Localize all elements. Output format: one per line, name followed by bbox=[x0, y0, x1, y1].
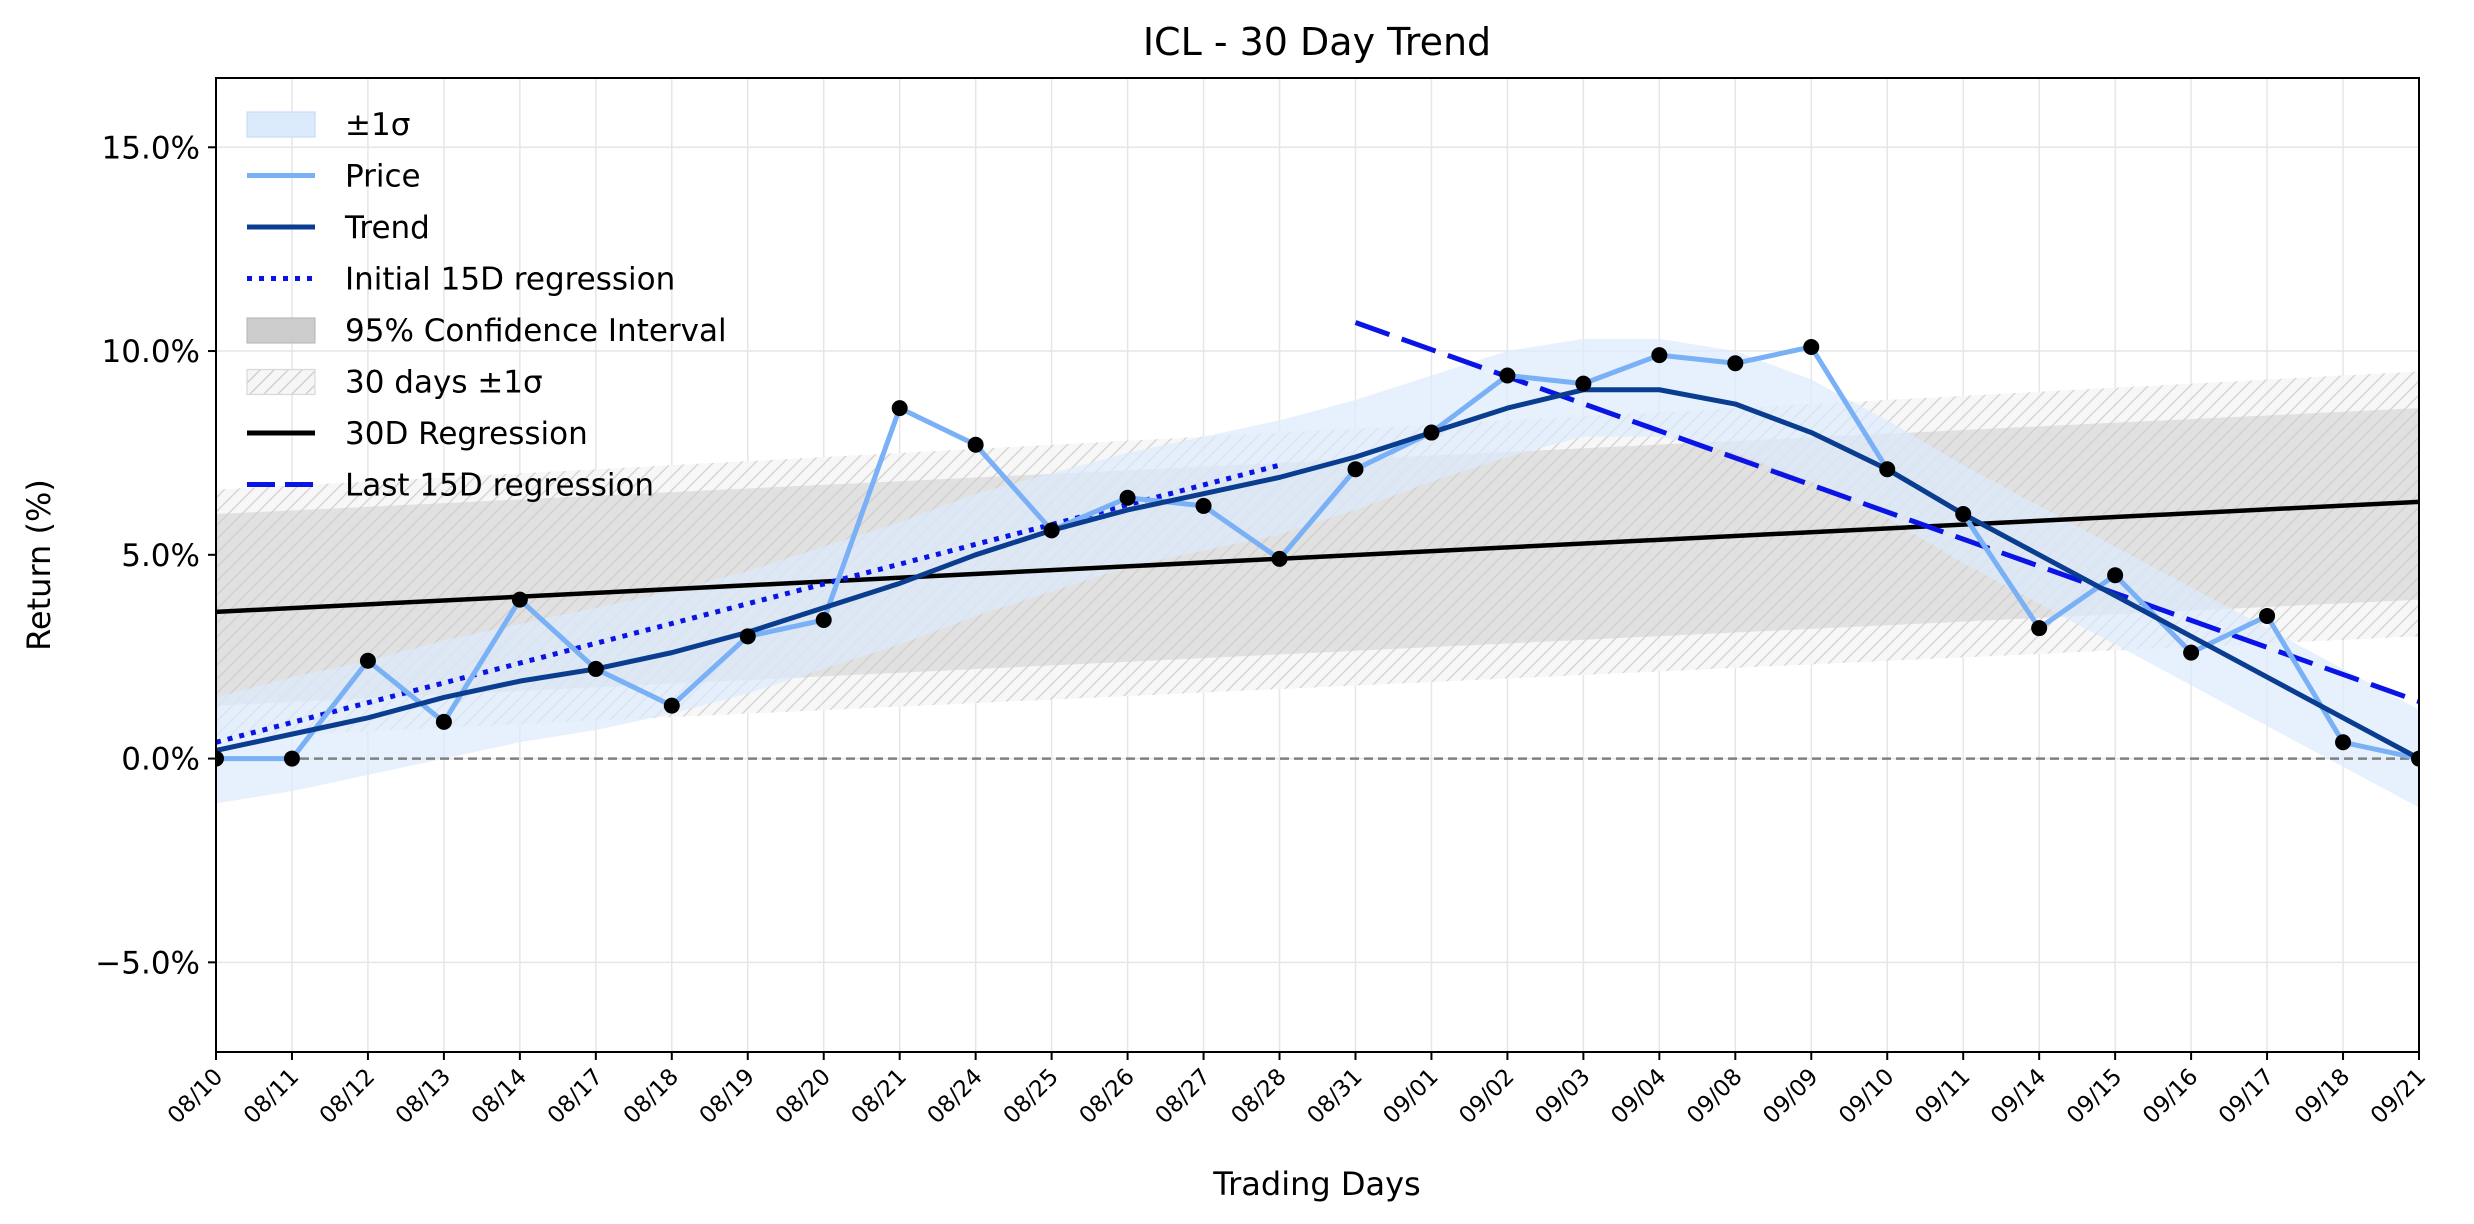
x-tick-label: 08/12 bbox=[315, 1064, 380, 1129]
price-point bbox=[1347, 461, 1364, 478]
x-tick-label: 08/31 bbox=[1302, 1064, 1367, 1129]
legend-sigma-band-swatch bbox=[246, 111, 316, 138]
price-point bbox=[587, 660, 604, 677]
regression-30d-line bbox=[216, 499, 2419, 615]
price-point bbox=[1803, 338, 1820, 355]
price-point bbox=[1879, 461, 1896, 478]
price-point bbox=[1727, 355, 1744, 372]
price-point bbox=[663, 697, 680, 714]
legend-last-15d-label: Last 15D regression bbox=[345, 468, 654, 504]
y-tick-label: 10.0% bbox=[102, 334, 200, 370]
price-point bbox=[1423, 424, 1440, 441]
price-point bbox=[815, 612, 832, 629]
price-point bbox=[1195, 497, 1212, 514]
price-point bbox=[1575, 375, 1592, 392]
price-point bbox=[511, 591, 528, 608]
x-tick-label: 09/10 bbox=[1834, 1064, 1899, 1129]
legend: ±1σ Price Trend Initial 15D regression 95% C… bbox=[246, 107, 727, 504]
trend-line bbox=[216, 387, 2419, 761]
price-point bbox=[2183, 644, 2200, 661]
legend-ci95-label: 95% Confidence Interval bbox=[345, 313, 727, 349]
x-tick-label: 09/01 bbox=[1378, 1064, 1443, 1129]
price-point bbox=[359, 652, 376, 669]
price-line bbox=[216, 344, 2419, 762]
price-point bbox=[1043, 522, 1060, 539]
legend-ci95-swatch bbox=[246, 317, 316, 344]
chart-title: ICL - 30 Day Trend bbox=[1143, 20, 1491, 64]
x-tick-label: 08/19 bbox=[695, 1064, 760, 1129]
price-point bbox=[1955, 506, 1972, 523]
x-tick-label: 08/28 bbox=[1226, 1064, 1291, 1129]
x-axis-label: Trading Days bbox=[1212, 1165, 1420, 1203]
x-tick-label: 08/17 bbox=[543, 1064, 608, 1129]
y-tick-label: 15.0% bbox=[102, 130, 200, 166]
price-point bbox=[739, 628, 756, 645]
price-point bbox=[1651, 347, 1668, 364]
price-point bbox=[435, 713, 452, 730]
x-tick-label: 09/18 bbox=[2290, 1064, 2355, 1129]
x-tick-label: 08/20 bbox=[771, 1064, 836, 1129]
x-tick-label: 09/08 bbox=[1682, 1064, 1747, 1129]
x-tick-label: 08/26 bbox=[1075, 1064, 1140, 1129]
legend-sigma-30d-label: 30 days ±1σ bbox=[345, 365, 543, 401]
price-point bbox=[2335, 734, 2352, 751]
price-point bbox=[2031, 620, 2048, 637]
x-tick-label: 09/21 bbox=[2366, 1064, 2431, 1129]
price-point bbox=[967, 436, 984, 453]
x-tick-label: 09/02 bbox=[1454, 1064, 1519, 1129]
x-tick-label: 08/24 bbox=[923, 1064, 988, 1129]
last-15d-regression-line bbox=[1354, 320, 2419, 704]
y-axis-label: Return (%) bbox=[20, 479, 58, 651]
legend-initial-15d-label: Initial 15D regression bbox=[345, 262, 675, 298]
price-point bbox=[1119, 489, 1136, 506]
x-tick-label: 09/16 bbox=[2138, 1064, 2203, 1129]
x-tick-label: 08/10 bbox=[163, 1064, 228, 1129]
x-tick-label: 08/18 bbox=[619, 1064, 684, 1129]
legend-price-label: Price bbox=[345, 159, 421, 195]
legend-sigma-band-label: ±1σ bbox=[345, 107, 410, 143]
x-tick-label: 09/03 bbox=[1530, 1064, 1595, 1129]
sigma-band bbox=[216, 338, 2419, 808]
x-tick-label: 08/21 bbox=[847, 1064, 912, 1129]
y-tick-label: 5.0% bbox=[121, 538, 200, 574]
x-tick-label: 09/09 bbox=[1758, 1064, 1823, 1129]
price-point bbox=[1271, 550, 1288, 567]
price-point bbox=[2107, 567, 2124, 584]
price-point bbox=[891, 400, 908, 417]
y-axis: −5.0% 0.0% 5.0% 10.0% 15.0% bbox=[95, 130, 216, 981]
x-tick-label: 08/14 bbox=[467, 1064, 532, 1129]
price-point bbox=[2259, 607, 2276, 624]
x-tick-label: 09/15 bbox=[2062, 1064, 2127, 1129]
price-point bbox=[2411, 750, 2419, 767]
plot-area bbox=[216, 320, 2419, 808]
legend-regression-30d-label: 30D Regression bbox=[345, 416, 588, 452]
y-tick-label: −5.0% bbox=[95, 945, 200, 981]
y-tick-label: 0.0% bbox=[121, 742, 200, 778]
x-tick-label: 09/17 bbox=[2214, 1064, 2279, 1129]
legend-trend-label: Trend bbox=[344, 210, 430, 246]
x-tick-label: 09/11 bbox=[1910, 1064, 1975, 1129]
x-tick-label: 09/14 bbox=[1986, 1064, 2051, 1129]
x-tick-label: 08/27 bbox=[1151, 1064, 1216, 1129]
price-point bbox=[1499, 367, 1516, 384]
price-point bbox=[283, 750, 300, 767]
price-point bbox=[216, 750, 224, 767]
legend-sigma-30d-swatch bbox=[246, 368, 316, 396]
x-tick-label: 09/04 bbox=[1606, 1064, 1671, 1129]
x-tick-label: 08/25 bbox=[999, 1064, 1064, 1129]
x-axis: 08/10 08/11 08/12 08/13 08/14 08/17 08/18 08/19… bbox=[163, 1052, 2431, 1129]
x-tick-label: 08/13 bbox=[391, 1064, 456, 1129]
x-tick-label: 08/11 bbox=[239, 1064, 304, 1129]
plot-frame bbox=[215, 77, 2420, 1053]
